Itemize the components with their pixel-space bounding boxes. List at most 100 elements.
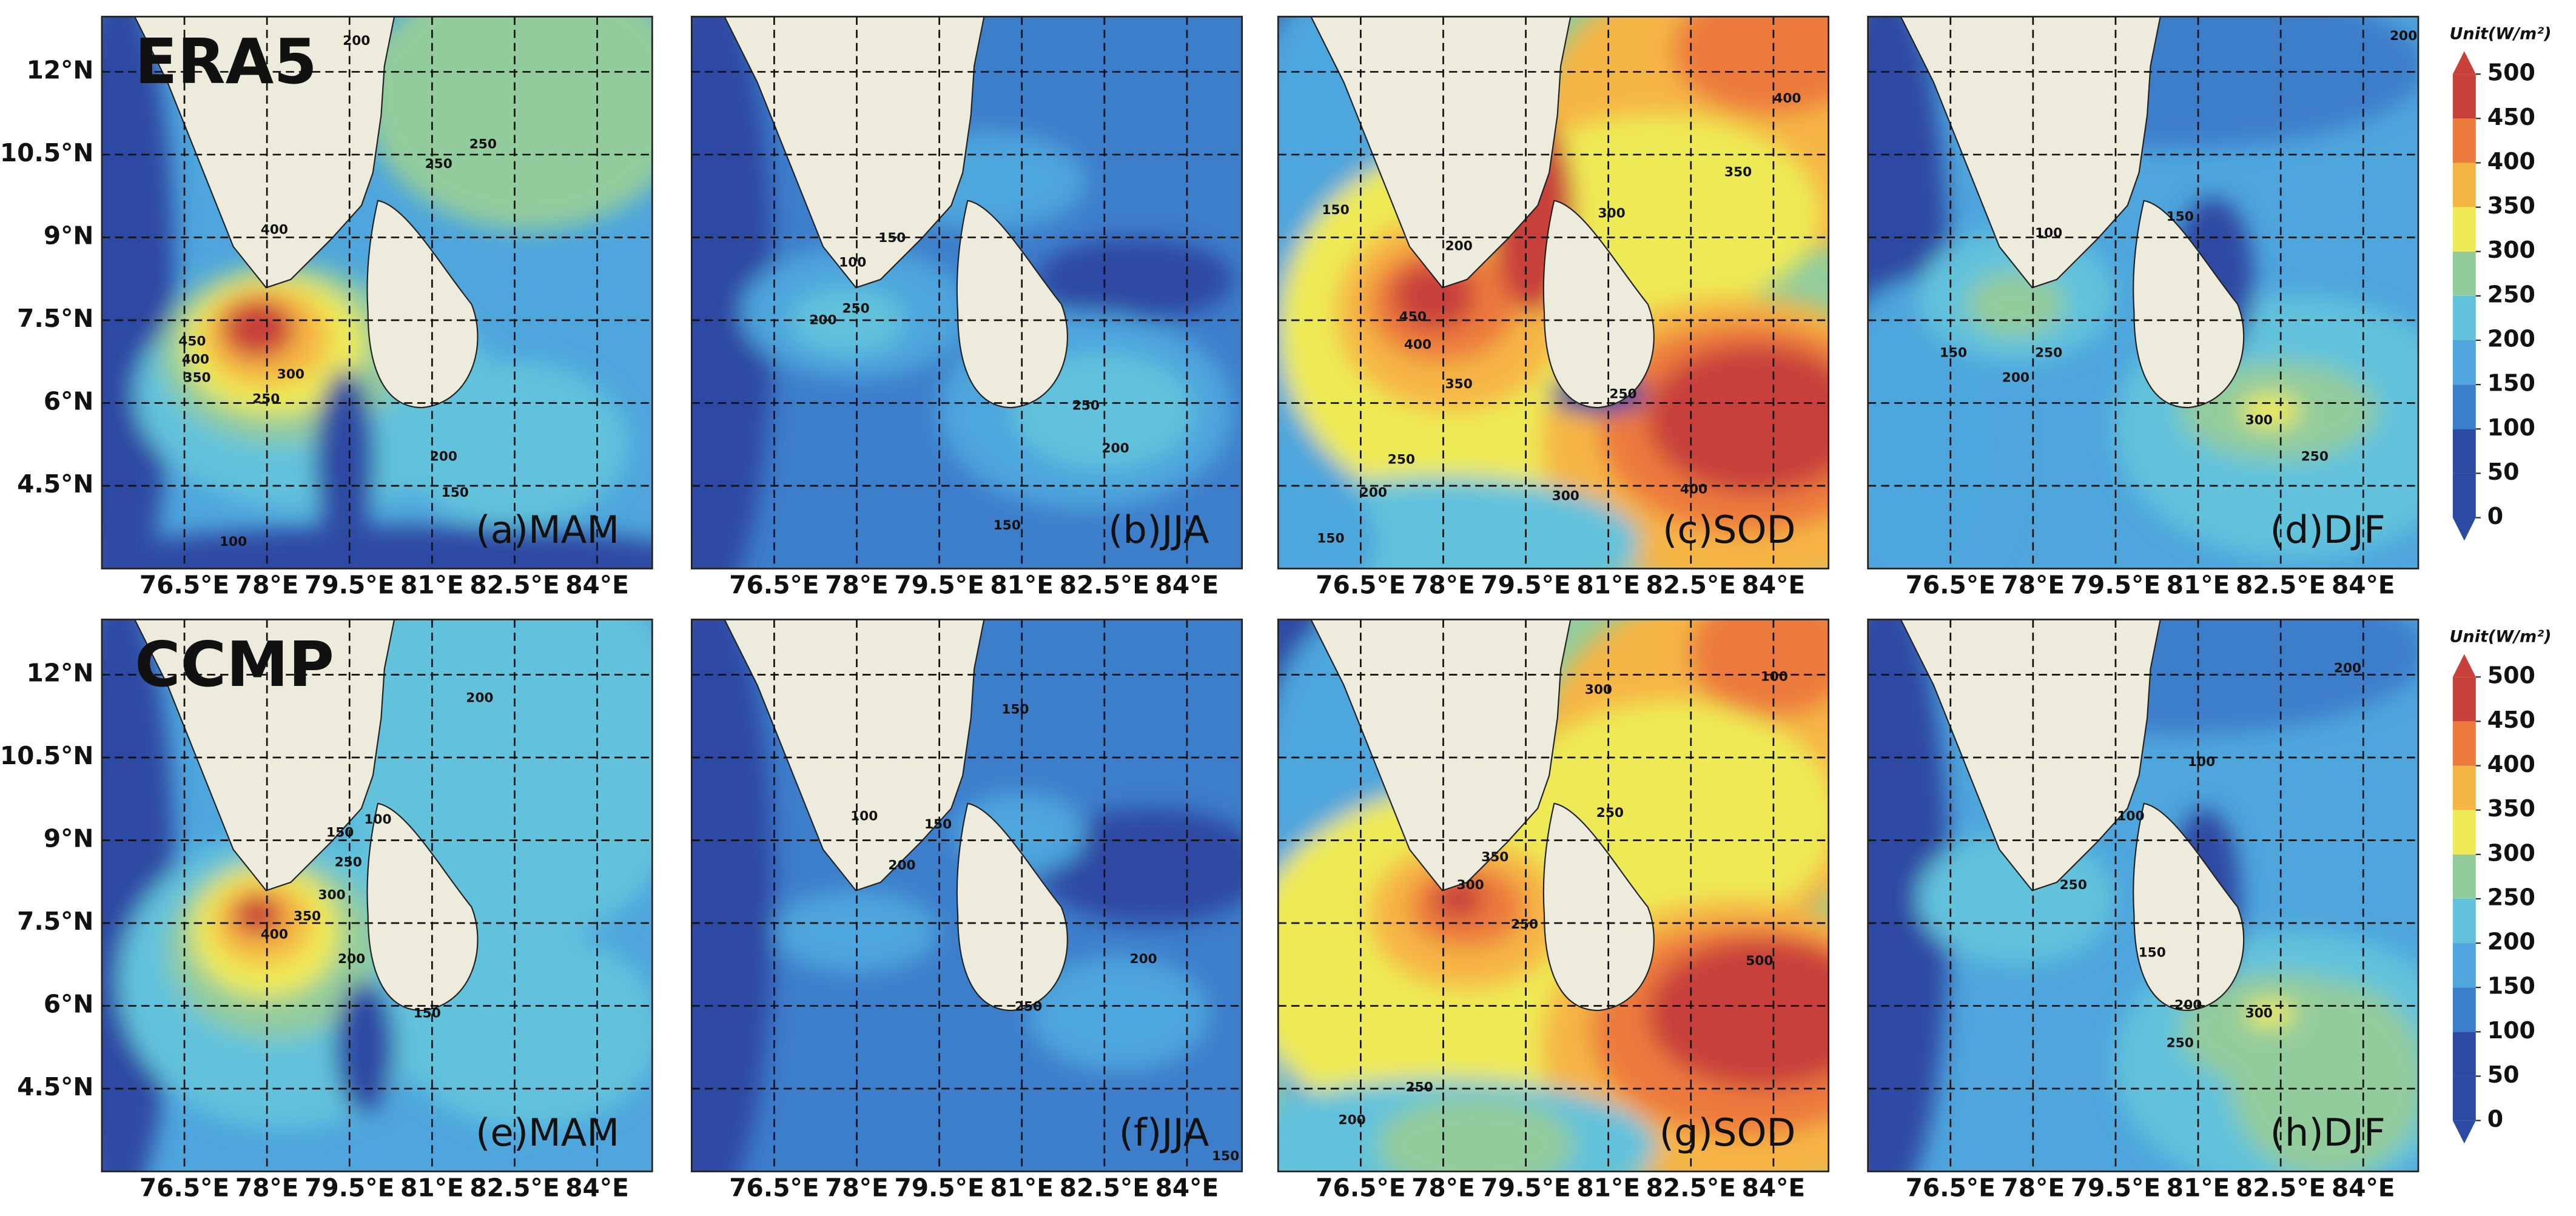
lat-tick-label: 6°N [44, 990, 94, 1019]
panel-frame [1867, 16, 2420, 569]
contour-label: 200 [809, 313, 836, 328]
contour-label: 350 [1724, 165, 1752, 180]
lat-tick-label: 7.5°N [17, 304, 93, 333]
map-field: 200 150 100 250 300 350 400 200 150 [101, 619, 653, 1172]
panel-frame [1867, 619, 2420, 1172]
colorbar-segment [2452, 810, 2476, 855]
land-sri-lanka [2133, 802, 2245, 1012]
colorbar-extend-top [2452, 51, 2476, 75]
lat-tick-label: 9°N [44, 824, 94, 853]
lat-tick-label: 10.5°N [0, 138, 93, 167]
contour-region [1028, 956, 1209, 1072]
contour-label: 150 [414, 1006, 441, 1021]
contour-label: 500 [1746, 953, 1773, 969]
colorbar-segment [2452, 1076, 2476, 1121]
panel-frame [101, 619, 653, 1172]
colorbar: 0 50 100 150 200 250 300 350 400 450 500 Unit(W/m²) [2449, 628, 2552, 1144]
land-india [1310, 16, 1572, 289]
colorbar-extend-bottom [2452, 517, 2476, 541]
map-field: 150 200 400 350 300 250 450 400 350 250 200 150 300 4… [1278, 16, 1829, 569]
contour-region [773, 890, 938, 973]
contour-label: 100 [839, 255, 866, 270]
contour-label: 100 [220, 534, 247, 549]
lon-tick-label: 76.5°E [729, 570, 819, 599]
contour-label: 300 [318, 887, 346, 902]
colorbar-segment [2452, 295, 2476, 341]
colorbar-tick-label: 250 [2487, 281, 2535, 307]
lon-tick-label: 76.5°E [1316, 1173, 1405, 1202]
contour-label: 350 [294, 909, 321, 924]
colorbar-segment [2452, 677, 2476, 722]
lat-tick-label: 6°N [44, 386, 94, 415]
contour-region [1278, 476, 1377, 569]
contour-region [691, 619, 774, 1172]
contour-label: 150 [1940, 346, 1967, 361]
contour-region [1672, 16, 1829, 115]
panel-frame [690, 16, 1243, 569]
land-india [133, 16, 395, 289]
colorbar-segment [2452, 854, 2476, 899]
panel-frame [690, 619, 1243, 1172]
lon-tick-label: 84°E [2332, 1173, 2395, 1202]
contour-label: 250 [1596, 805, 1624, 821]
colorbar-tick-label: 50 [2487, 1061, 2520, 1088]
contour-label: 150 [1322, 203, 1349, 218]
map-panel: 150 100 150 200 250 200 150 76.5°E 78°E 79.5°E 81°… [690, 619, 1243, 1202]
contour-label: 300 [277, 367, 304, 382]
contour-label: 350 [183, 370, 210, 385]
colorbar-segment [2452, 385, 2476, 429]
colorbar-extend-top [2452, 654, 2476, 677]
panel-label: (g)SOD [1660, 1110, 1796, 1155]
lon-tick-label: 81°E [2167, 1173, 2230, 1202]
contour-label: 250 [2035, 346, 2062, 361]
lon-tick-label: 81°E [2167, 570, 2230, 599]
lon-tick-label: 78°E [235, 1173, 299, 1202]
contour-region [1376, 1095, 1574, 1172]
lon-tick-label: 82.5°E [2236, 1173, 2325, 1202]
contour-label: 250 [2060, 878, 2087, 893]
lon-tick-label: 76.5°E [1906, 570, 1996, 599]
land-sri-lanka [366, 200, 479, 409]
contour-label: 300 [2245, 413, 2273, 428]
contour-region [221, 299, 294, 358]
land-india [133, 619, 395, 892]
lon-tick-label: 79.5°E [304, 1173, 394, 1202]
contour-label: 200 [2002, 370, 2030, 385]
contour-label: 100 [1761, 669, 1788, 684]
lon-tick-label: 76.5°E [1316, 570, 1405, 599]
panel-label: (f)JJA [1119, 1110, 1209, 1155]
contour-label: 150 [2167, 209, 2194, 224]
contour-label: 400 [182, 352, 209, 368]
contour-label: 200 [466, 690, 493, 705]
colorbar-tick-label: 400 [2487, 751, 2535, 778]
contour-label: 100 [2188, 754, 2215, 770]
contour-label: 250 [1072, 398, 1100, 413]
contour-label: 150 [2139, 945, 2166, 960]
colorbar-tick-label: 350 [2487, 795, 2535, 822]
contour-label: 100 [2117, 808, 2144, 824]
lon-tick-label: 78°E [2002, 1173, 2065, 1202]
map-field: 100 150 250 200 250 200 150 [691, 16, 1242, 569]
contour-label: 200 [1339, 1113, 1366, 1128]
lon-tick-label: 79.5°E [1481, 1173, 1570, 1202]
colorbar-segment [2452, 721, 2476, 766]
contour-region [790, 287, 906, 354]
contour-label: 250 [1406, 1080, 1433, 1095]
colorbar-segment [2452, 163, 2476, 207]
contour-label: 250 [1609, 386, 1636, 401]
contour-region [1012, 353, 1193, 469]
panel-label: (c)SOD [1663, 508, 1795, 552]
panel-frame [1277, 619, 1829, 1172]
contour-label: 400 [1774, 91, 1801, 106]
land-sri-lanka [366, 802, 479, 1012]
lat-tick-label: 4.5°N [17, 469, 93, 499]
lon-tick-label: 79.5°E [2071, 570, 2161, 599]
colorbar-segment [2452, 118, 2476, 163]
contour-label: 200 [430, 449, 457, 464]
lon-tick-label: 81°E [990, 570, 1054, 599]
colorbar-tick-label: 500 [2487, 662, 2535, 689]
colorbar-unit: Unit(W/m²) [2449, 25, 2551, 44]
lon-tick-label: 82.5°E [1060, 1173, 1149, 1202]
lon-tick-label: 84°E [565, 570, 629, 599]
